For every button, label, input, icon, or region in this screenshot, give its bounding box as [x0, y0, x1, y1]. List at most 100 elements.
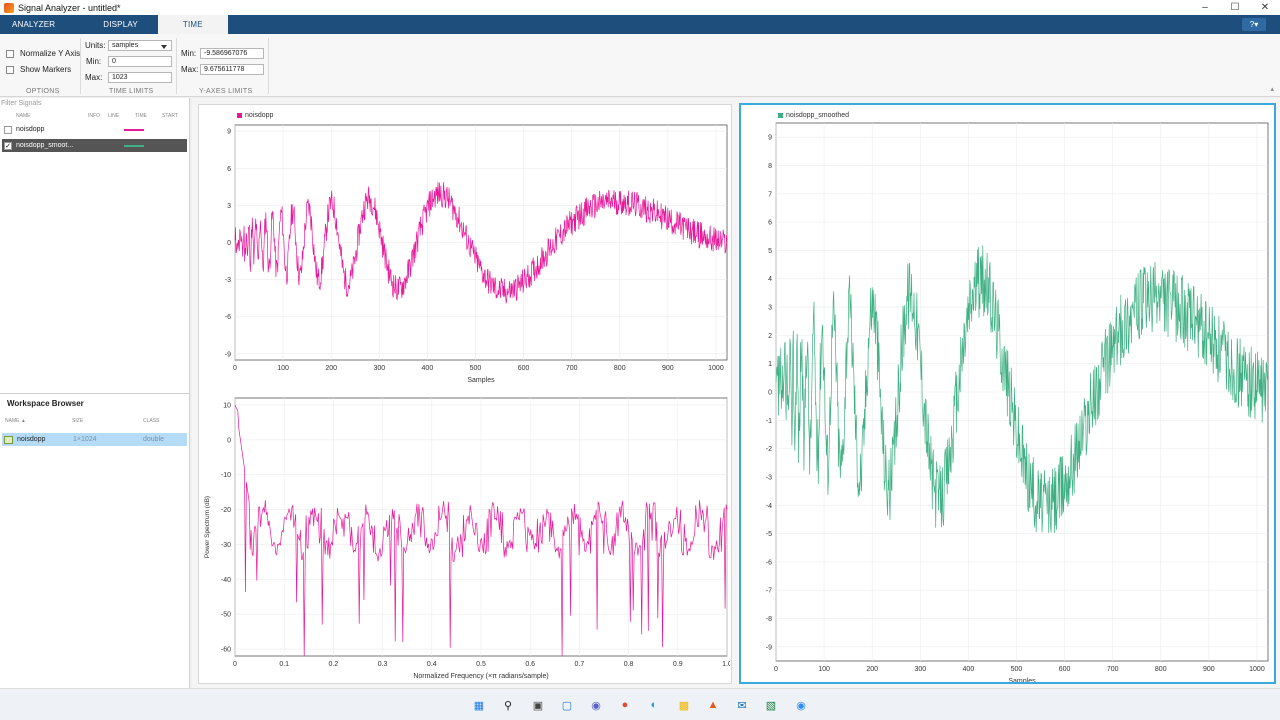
column-line[interactable]: LINE	[108, 113, 120, 119]
x-tick-label: 0.2	[329, 661, 339, 668]
time-max-input[interactable]: 1023	[108, 72, 172, 83]
window-title: Signal Analyzer - untitled*	[18, 2, 121, 13]
signal-name: noisdopp_smoot...	[16, 142, 74, 149]
column-name[interactable]: NAME	[16, 113, 31, 119]
y-tick-label: 9	[227, 129, 231, 136]
y-max-input[interactable]: 9.675611778	[200, 64, 264, 75]
column-time[interactable]: TIME	[135, 113, 147, 119]
windows-start-icon[interactable]: ▦	[473, 699, 485, 712]
y-tick-label: -2	[766, 446, 772, 453]
zoom-icon[interactable]: ◉	[796, 699, 806, 712]
panel-splitter[interactable]	[0, 393, 190, 394]
x-tick-label: 0	[774, 666, 778, 673]
signal-checkbox[interactable]	[4, 125, 12, 134]
ws-column-name[interactable]: NAME ▲	[5, 418, 26, 424]
excel-icon[interactable]: ▧	[765, 699, 777, 712]
search-icon[interactable]: ⚲	[503, 699, 513, 712]
legend-noisdopp[interactable]: noisdopp	[237, 112, 273, 119]
x-tick-label: 0.3	[378, 661, 388, 668]
signal-name: noisdopp	[16, 126, 45, 133]
y-tick-label: -7	[766, 588, 772, 595]
x-axis-label: Samples	[1008, 678, 1036, 682]
x-tick-label: 0.8	[624, 661, 634, 668]
matlab-icon[interactable]: ▲	[707, 699, 719, 711]
edge-icon[interactable]: ◐	[650, 699, 658, 711]
task-view-icon[interactable]: ▣	[532, 699, 544, 712]
maximize-button[interactable]: ☐	[1230, 2, 1240, 13]
normalize-y-axis-checkbox[interactable]: Normalize Y Axis	[6, 49, 80, 58]
variable-icon	[4, 435, 13, 444]
y-tick-label: -40	[221, 577, 231, 584]
teams-chat-icon[interactable]: ◉	[591, 699, 601, 712]
y-axis-label: Power Spectrum (dB)	[204, 496, 211, 558]
y-tick-label: 4	[768, 276, 772, 283]
workspace-row[interactable]: noisdopp 1×1024 double	[2, 433, 187, 446]
y-tick-label: -4	[766, 503, 772, 510]
minimize-button[interactable]: –	[1202, 2, 1208, 13]
y-tick-label: -9	[766, 644, 772, 651]
signal-row[interactable]: ✓ noisdopp_smoot...	[2, 139, 187, 152]
x-tick-label: 500	[1011, 666, 1023, 673]
ws-var-size: 1×1024	[73, 436, 97, 443]
y-tick-label: 7	[768, 191, 772, 198]
legend-noisdopp-smoothed[interactable]: noisdopp_smoothed	[778, 112, 849, 119]
series-line	[234, 404, 728, 657]
y-tick-label: 2	[768, 333, 772, 340]
help-button[interactable]: ?▾	[1242, 18, 1266, 31]
tab-display[interactable]: DISPLAY	[103, 20, 138, 29]
ws-column-class[interactable]: CLASS	[143, 418, 160, 424]
tab-time[interactable]: TIME	[157, 15, 228, 34]
tab-analyzer[interactable]: ANALYZER	[12, 20, 56, 29]
line-color-swatch	[124, 144, 144, 147]
filter-signals-input[interactable]: Filter Signals	[1, 100, 42, 107]
time-max-label: Max:	[85, 73, 103, 82]
widgets-icon[interactable]: ▢	[561, 699, 573, 712]
x-tick-label: 900	[662, 365, 674, 372]
checkbox-box	[6, 49, 14, 58]
ws-column-size[interactable]: SIZE	[72, 418, 84, 424]
windows-taskbar: ▦ ⚲ ▣ ▢ ◉ ● ◐ ▩ ▲ ✉ ▧ ◉	[0, 688, 1280, 720]
show-markers-checkbox[interactable]: Show Markers	[6, 65, 71, 74]
column-info[interactable]: INFO	[88, 113, 100, 119]
show-markers-label: Show Markers	[20, 65, 72, 74]
y-tick-label: 9	[768, 135, 772, 142]
signal-checkbox[interactable]: ✓	[4, 141, 12, 150]
close-button[interactable]: ✕	[1260, 2, 1270, 13]
y-tick-label: -8	[766, 616, 772, 623]
workspace-browser-title: Workspace Browser	[7, 399, 84, 408]
ribbon-toolstrip: Normalize Y Axis Show Markers OPTIONS Un…	[0, 34, 1280, 97]
ribbon-tab-bar: ANALYZER DISPLAY TIME ?▾	[0, 15, 1280, 34]
section-divider	[176, 38, 177, 94]
outlook-icon[interactable]: ✉	[737, 699, 747, 712]
legend-swatch	[237, 113, 242, 118]
signal-row[interactable]: noisdopp	[2, 123, 187, 136]
x-tick-label: 200	[866, 666, 878, 673]
spectrum-plot-noisdopp[interactable]: 0 0.1 0.2 0.3 0.4 0.5 0.6 0.7 0.8 0.9 1.0 10 0 -10 -20…	[200, 395, 730, 683]
x-tick-label: 0.9	[673, 661, 683, 668]
y-min-input[interactable]: -9.586967076	[200, 48, 264, 59]
x-tick-label: 300	[373, 365, 385, 372]
y-tick-label: 5	[768, 248, 772, 255]
y-tick-label: -30	[221, 542, 231, 549]
time-min-input[interactable]: 0	[108, 56, 172, 67]
x-tick-label: 0.5	[476, 661, 486, 668]
time-plot-noisdopp-smoothed[interactable]: 0 100 200 300 400 500 600 700 800 900 1000 9 8 7 6 5 4 3 2…	[742, 118, 1274, 682]
y-max-label: Max:	[181, 65, 199, 74]
y-tick-label: 0	[227, 437, 231, 444]
legend-label: noisdopp	[245, 112, 274, 119]
y-tick-label: 0	[227, 240, 231, 247]
collapse-ribbon-icon[interactable]: ▴	[1270, 86, 1274, 93]
column-start[interactable]: START	[162, 113, 178, 119]
y-min-label: Min:	[181, 49, 197, 58]
series-line	[775, 245, 1269, 534]
y-tick-label: 6	[227, 166, 231, 173]
units-dropdown[interactable]: samples	[108, 40, 172, 51]
chrome-icon[interactable]: ●	[621, 699, 629, 711]
y-tick-label: -3	[766, 474, 772, 481]
x-tick-label: 1000	[1249, 666, 1265, 673]
file-explorer-icon[interactable]: ▩	[678, 699, 690, 712]
y-tick-label: 1	[768, 361, 772, 368]
legend-swatch	[778, 113, 783, 118]
x-tick-label: 0	[233, 365, 237, 372]
time-plot-noisdopp[interactable]: 0 100 200 300 400 500 600 700 800 900 1000 9 6 3 0 -3 -6…	[200, 120, 730, 392]
